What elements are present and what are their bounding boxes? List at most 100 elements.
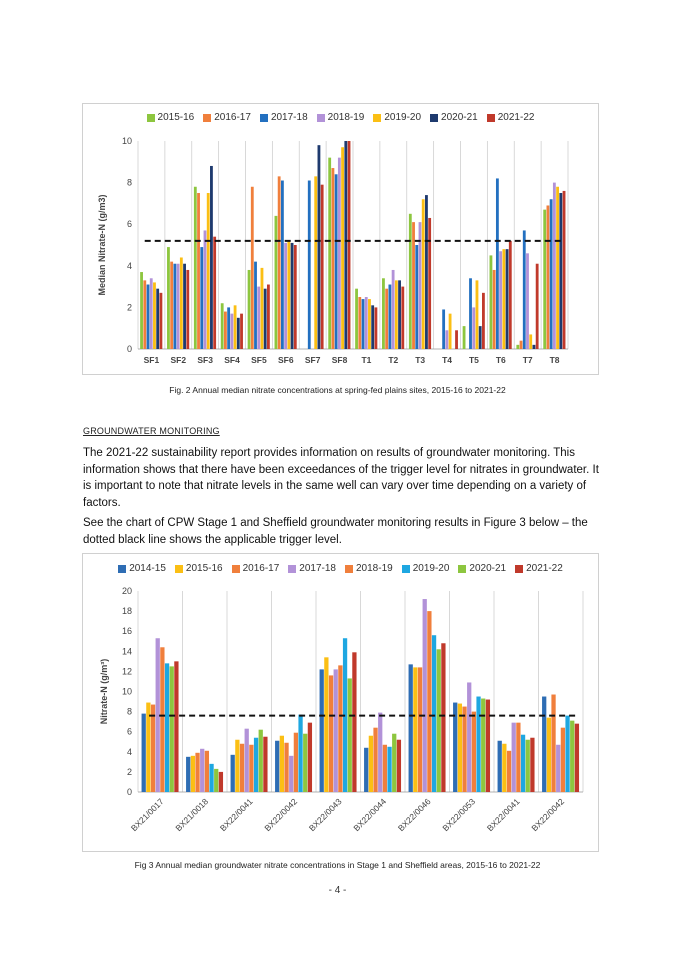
bar — [193, 186, 197, 349]
bar — [293, 245, 297, 349]
bar — [289, 755, 294, 792]
category-label: BX22/0046 — [396, 796, 433, 833]
legend-swatch — [288, 564, 297, 573]
bar — [183, 263, 186, 349]
bar — [394, 280, 398, 349]
category-label: SF2 — [171, 355, 187, 365]
bar — [206, 193, 210, 349]
y-axis-label: Nitrate-N (g/m³) — [99, 659, 109, 725]
bar — [347, 678, 352, 792]
chart1-svg: 0 2 4 6 8 10 Median Nitrate-N (g/m3) SF1 SF2 SF3 S… — [97, 136, 569, 365]
chart1-legend: 2015-16 2016-17 2017-18 2018-19 2019-20 2020-… — [83, 112, 598, 123]
legend-label: 2020-21 — [469, 563, 507, 574]
bar — [462, 706, 467, 792]
category-label: BX22/0044 — [351, 796, 388, 833]
legend-label: 2018-19 — [356, 563, 393, 574]
figure-2-caption: Fig. 2 Annual median nitrate concentrati… — [169, 385, 506, 395]
bar — [519, 340, 523, 349]
bar — [391, 269, 395, 349]
y-tick-label: 14 — [122, 646, 132, 656]
bar — [197, 193, 200, 349]
y-tick-label: 2 — [127, 767, 132, 777]
legend-label: 2020-21 — [441, 112, 478, 123]
legend-label: 2017-18 — [270, 112, 308, 123]
bar — [277, 176, 281, 349]
bar — [186, 269, 190, 349]
category-label: BX22/0042 — [529, 796, 566, 833]
legend-item: 2018-19 — [345, 563, 393, 574]
bar — [200, 247, 204, 349]
category-label: T5 — [469, 355, 479, 365]
bar — [328, 157, 332, 349]
bar — [324, 657, 329, 792]
bar — [364, 297, 368, 349]
bar — [141, 713, 146, 792]
bar — [469, 278, 472, 349]
bar — [227, 307, 231, 349]
section-heading: GROUNDWATER MONITORING — [83, 426, 220, 436]
legend-swatch — [430, 113, 439, 122]
legend-item: 2020-21 — [458, 563, 506, 574]
legend-swatch — [231, 564, 240, 573]
bar — [542, 696, 547, 792]
y-tick-label: 18 — [122, 606, 132, 616]
bar — [170, 261, 174, 349]
legend-item: 2019-20 — [373, 112, 421, 123]
bar — [422, 599, 427, 792]
bar — [529, 334, 533, 349]
bar — [284, 742, 289, 792]
bar — [388, 284, 392, 349]
bar — [382, 278, 385, 349]
bar — [280, 180, 284, 349]
bar — [303, 733, 308, 792]
bar — [485, 699, 491, 792]
bar — [378, 712, 383, 792]
category-label: T4 — [442, 355, 452, 365]
bar — [341, 147, 344, 349]
bar — [214, 768, 219, 792]
y-tick-label: 8 — [127, 178, 132, 188]
legend-item: 2018-19 — [316, 112, 364, 123]
bar — [549, 199, 553, 349]
bar — [347, 141, 351, 349]
bar — [368, 735, 374, 792]
bar — [520, 734, 526, 792]
legend-label: 2015-16 — [185, 563, 223, 574]
bar — [149, 278, 153, 349]
bar — [475, 280, 479, 349]
bar — [425, 195, 428, 349]
y-tick-label: 6 — [127, 727, 132, 737]
legend-item: 2017-18 — [288, 563, 336, 574]
y-axis-label: Median Nitrate-N (g/m3) — [97, 194, 107, 295]
bar — [284, 242, 288, 349]
bar — [333, 669, 338, 792]
bar — [230, 313, 234, 349]
bar — [401, 286, 405, 349]
bar — [560, 727, 566, 792]
bar — [374, 307, 378, 349]
bar — [482, 292, 485, 349]
bar — [338, 665, 343, 792]
bar — [368, 299, 371, 349]
bar — [210, 165, 213, 349]
category-label: T2 — [388, 355, 398, 365]
legend-label: 2019-20 — [412, 563, 450, 574]
bar — [250, 186, 254, 349]
category-label: SF7 — [305, 355, 321, 365]
y-tick-label: 0 — [127, 344, 132, 354]
bar — [412, 222, 415, 349]
bar — [508, 240, 512, 349]
bar — [371, 305, 375, 349]
bar — [559, 193, 563, 349]
bar — [471, 711, 477, 792]
bar — [176, 263, 180, 349]
bar — [260, 267, 264, 349]
bar — [240, 313, 243, 349]
bar — [415, 245, 419, 349]
bar — [478, 326, 482, 349]
bar — [455, 330, 458, 349]
legend-swatch — [345, 564, 353, 573]
bar — [462, 326, 466, 349]
bar — [453, 702, 458, 792]
y-tick-label: 10 — [122, 687, 132, 697]
